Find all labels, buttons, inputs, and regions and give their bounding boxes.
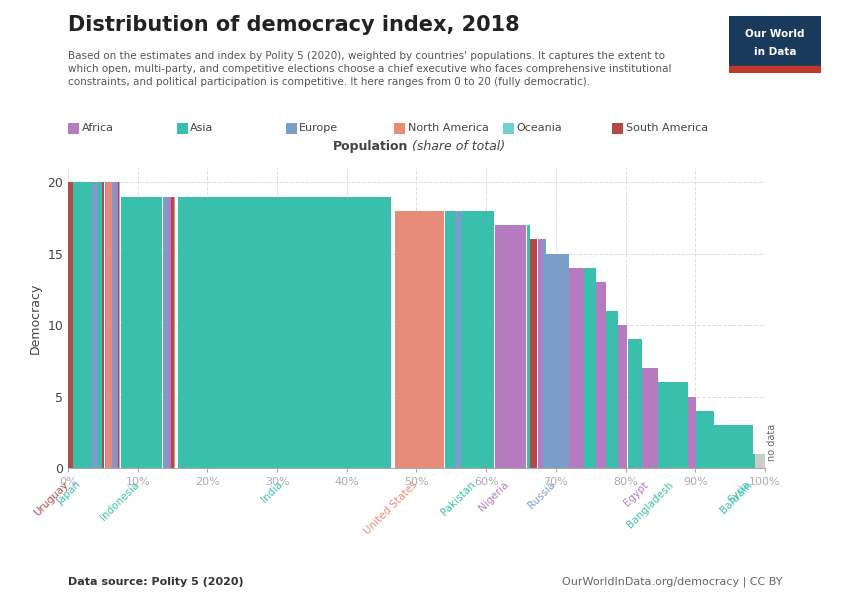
Text: North America: North America: [408, 124, 489, 133]
Bar: [527, 225, 530, 468]
Text: no data: no data: [767, 424, 777, 461]
Text: Russia: Russia: [527, 479, 558, 510]
Bar: [643, 368, 658, 468]
Bar: [462, 211, 495, 468]
Text: Pakistan: Pakistan: [439, 479, 478, 518]
Bar: [756, 454, 765, 468]
Bar: [93, 182, 99, 468]
Bar: [174, 197, 175, 468]
Bar: [537, 239, 542, 468]
Bar: [455, 211, 461, 468]
Bar: [729, 67, 821, 73]
Bar: [688, 397, 695, 468]
Bar: [570, 268, 584, 468]
Text: Syria: Syria: [726, 479, 751, 505]
Bar: [121, 197, 162, 468]
Bar: [119, 182, 121, 468]
Bar: [99, 182, 102, 468]
Text: Africa: Africa: [82, 124, 114, 133]
Text: South America: South America: [626, 124, 708, 133]
Bar: [663, 382, 688, 468]
Text: Indonesia: Indonesia: [99, 479, 142, 522]
Bar: [696, 411, 714, 468]
Bar: [118, 182, 119, 468]
Bar: [167, 197, 172, 468]
Text: Egypt: Egypt: [621, 479, 650, 508]
Bar: [163, 197, 167, 468]
Bar: [596, 282, 605, 468]
Text: Data source: Polity 5 (2020): Data source: Polity 5 (2020): [68, 577, 244, 587]
Bar: [547, 254, 569, 468]
Bar: [116, 182, 118, 468]
Text: (share of total): (share of total): [408, 140, 505, 153]
Bar: [112, 182, 116, 468]
Bar: [105, 182, 111, 468]
Bar: [172, 197, 173, 468]
Text: Population: Population: [332, 140, 408, 153]
Bar: [658, 382, 663, 468]
Bar: [102, 182, 105, 468]
Bar: [178, 197, 391, 468]
Text: India: India: [259, 479, 285, 505]
Bar: [751, 425, 753, 468]
Bar: [606, 311, 618, 468]
Text: Bahrain: Bahrain: [718, 479, 754, 515]
Text: Our World: Our World: [745, 29, 805, 40]
Text: Based on the estimates and index by Polity 5 (2020), weighted by countries' popu: Based on the estimates and index by Poli…: [68, 51, 672, 88]
Text: Europe: Europe: [299, 124, 338, 133]
Text: Oceania: Oceania: [517, 124, 563, 133]
Text: Asia: Asia: [190, 124, 214, 133]
Text: Uruguay: Uruguay: [32, 479, 71, 518]
Bar: [618, 325, 627, 468]
Text: Bangladesh: Bangladesh: [626, 479, 676, 530]
Bar: [530, 239, 537, 468]
Bar: [753, 454, 756, 468]
Text: Distribution of democracy index, 2018: Distribution of democracy index, 2018: [68, 15, 519, 35]
Text: United States: United States: [363, 479, 420, 536]
Bar: [715, 425, 750, 468]
Bar: [394, 211, 445, 468]
Bar: [628, 340, 642, 468]
Bar: [445, 211, 455, 468]
Y-axis label: Democracy: Democracy: [29, 283, 42, 353]
Text: Nigeria: Nigeria: [477, 479, 511, 513]
Text: in Data: in Data: [754, 47, 796, 56]
Bar: [68, 182, 73, 468]
Text: OurWorldInData.org/democracy | CC BY: OurWorldInData.org/democracy | CC BY: [562, 576, 782, 587]
Text: Japan: Japan: [55, 479, 82, 507]
Bar: [496, 225, 526, 468]
Bar: [584, 268, 596, 468]
Bar: [73, 182, 92, 468]
Bar: [542, 239, 546, 468]
